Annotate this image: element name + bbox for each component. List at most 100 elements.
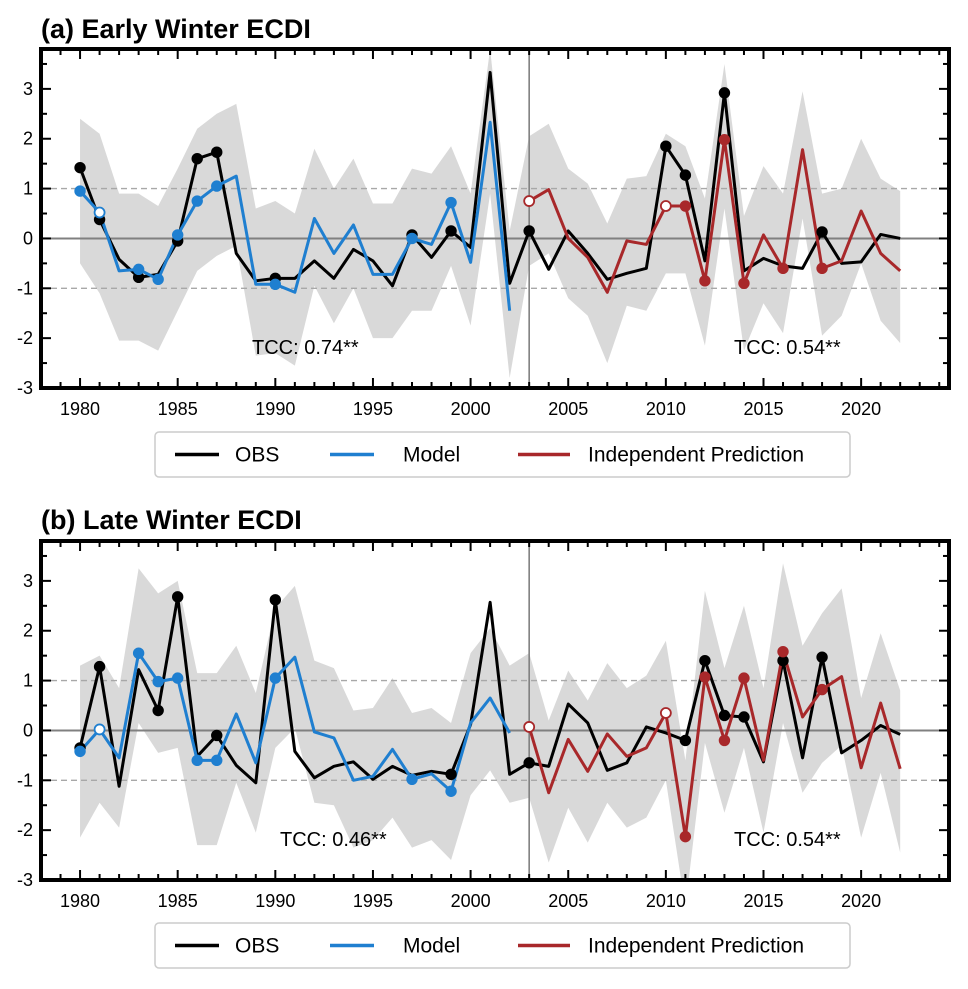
- uncertainty-band: [80, 563, 901, 880]
- model-point-1980: [74, 185, 86, 197]
- y-tick-label--3: -3: [17, 870, 33, 890]
- model-point-1980: [74, 745, 86, 758]
- prediction-open-point-2010: [659, 200, 672, 212]
- tcc-annotation-prediction: TCC: 0.54**: [734, 829, 841, 851]
- obs-point-2010: [660, 140, 672, 152]
- x-tick-label-2020: 2020: [841, 891, 881, 911]
- y-tick-label--2: -2: [17, 328, 33, 348]
- prediction-open-point-2010: [659, 707, 672, 719]
- prediction-line: [528, 138, 902, 294]
- legend-model-label: Model: [403, 444, 460, 467]
- prediction-point-2016: [777, 645, 789, 658]
- y-tick-label-1: 1: [23, 179, 33, 199]
- legend-obs-label: OBS: [235, 444, 279, 467]
- y-tick-label-2: 2: [23, 129, 33, 149]
- y-tick-label-3: 3: [23, 79, 33, 99]
- uncertainty-band: [80, 49, 901, 379]
- obs-point-1985: [171, 591, 184, 603]
- obs-point-1999: [445, 225, 457, 237]
- model-point-1986: [191, 195, 203, 207]
- model-open-point-1981: [93, 206, 106, 219]
- axes-frame: [39, 47, 951, 390]
- prediction-point-2014: [738, 672, 750, 684]
- obs-point-1981: [93, 660, 106, 673]
- prediction-point-2014: [738, 277, 750, 290]
- legend-box: [154, 922, 851, 969]
- tcc-annotation-training: TCC: 0.74**: [252, 337, 359, 359]
- y-tick-label--2: -2: [17, 820, 33, 840]
- legend-model-label: Model: [403, 935, 460, 958]
- prediction-point-2018: [816, 683, 828, 696]
- x-tick-label-2015: 2015: [743, 891, 783, 911]
- model-point-1997: [406, 773, 418, 785]
- x-tick-label-2020: 2020: [841, 399, 881, 419]
- x-tick-label-1995: 1995: [353, 399, 393, 419]
- model-point-1987: [211, 754, 223, 767]
- prediction-point-2011: [679, 200, 692, 212]
- model-open-point-1981: [93, 723, 106, 736]
- axes-frame: [39, 539, 951, 882]
- x-tick-label-1995: 1995: [353, 891, 393, 911]
- model-point-1999: [445, 196, 457, 209]
- model-point-1990: [269, 672, 282, 684]
- y-tick-label-2: 2: [23, 621, 33, 641]
- obs-point-2018: [816, 226, 828, 238]
- obs-point-2003: [523, 757, 535, 769]
- panel-title: (b) Late Winter ECDI: [41, 505, 302, 535]
- legend-obs-label: OBS: [235, 935, 279, 958]
- prediction-point-2011: [679, 830, 692, 843]
- x-tick-label-2005: 2005: [548, 399, 588, 419]
- y-tick-label--1: -1: [17, 770, 33, 790]
- model-point-1997: [406, 232, 418, 245]
- x-tick-label-1980: 1980: [60, 891, 100, 911]
- prediction-line: [527, 650, 902, 839]
- x-tick-label-1990: 1990: [255, 891, 295, 911]
- x-tick-label-1985: 1985: [158, 399, 198, 419]
- model-point-1986: [191, 754, 203, 767]
- model-line: [78, 651, 511, 793]
- obs-point-2012: [699, 654, 711, 667]
- tcc-annotation-prediction: TCC: 0.54**: [734, 337, 841, 359]
- y-tick-label-0: 0: [23, 228, 33, 248]
- prediction-point-2013: [718, 734, 731, 747]
- legend: OBS Model Independent Prediction: [154, 922, 851, 969]
- x-tick-label-1990: 1990: [255, 399, 295, 419]
- prediction-open-point-2003: [523, 721, 536, 733]
- legend-prediction-label: Independent Prediction: [588, 935, 804, 958]
- obs-point-1980: [74, 161, 86, 174]
- y-tick-label-1: 1: [23, 671, 33, 691]
- tcc-annotation-training: TCC: 0.46**: [280, 829, 387, 851]
- prediction-point-2012: [699, 671, 711, 683]
- model-point-1985: [171, 672, 184, 684]
- y-tick-label-3: 3: [23, 571, 33, 591]
- x-tick-label-1980: 1980: [60, 399, 100, 419]
- obs-point-1986: [191, 152, 203, 165]
- model-line: [78, 120, 512, 311]
- prediction-point-2013: [718, 134, 731, 146]
- obs-point-1990: [269, 594, 282, 606]
- legend-prediction-label: Independent Prediction: [588, 444, 804, 467]
- x-tick-label-2010: 2010: [646, 399, 686, 419]
- prediction-open-point-2003: [523, 195, 536, 207]
- obs-point-1984: [152, 704, 164, 717]
- x-tick-label-2000: 2000: [451, 891, 491, 911]
- plot-area: [41, 541, 949, 880]
- prediction-point-2018: [816, 262, 828, 275]
- model-point-1987: [211, 180, 223, 192]
- chart-panel-b: 1980 1985 1990 1995 2000 2005 2010 2015 2020 -3 -2…: [17, 505, 951, 969]
- panel-title: (a) Early Winter ECDI: [41, 14, 311, 44]
- plot-area: [41, 49, 949, 388]
- model-point-1983: [132, 647, 145, 659]
- model-point-1999: [445, 785, 457, 797]
- legend-box: [154, 431, 851, 478]
- obs-point-1987: [211, 729, 223, 742]
- x-tick-label-1985: 1985: [158, 891, 198, 911]
- y-tick-label--1: -1: [17, 278, 33, 298]
- obs-point-2011: [679, 169, 692, 181]
- obs-point-2013: [718, 87, 731, 99]
- x-tick-label-2005: 2005: [548, 891, 588, 911]
- obs-point-1987: [211, 146, 223, 158]
- obs-point-2003: [523, 225, 535, 237]
- model-point-1990: [269, 278, 282, 291]
